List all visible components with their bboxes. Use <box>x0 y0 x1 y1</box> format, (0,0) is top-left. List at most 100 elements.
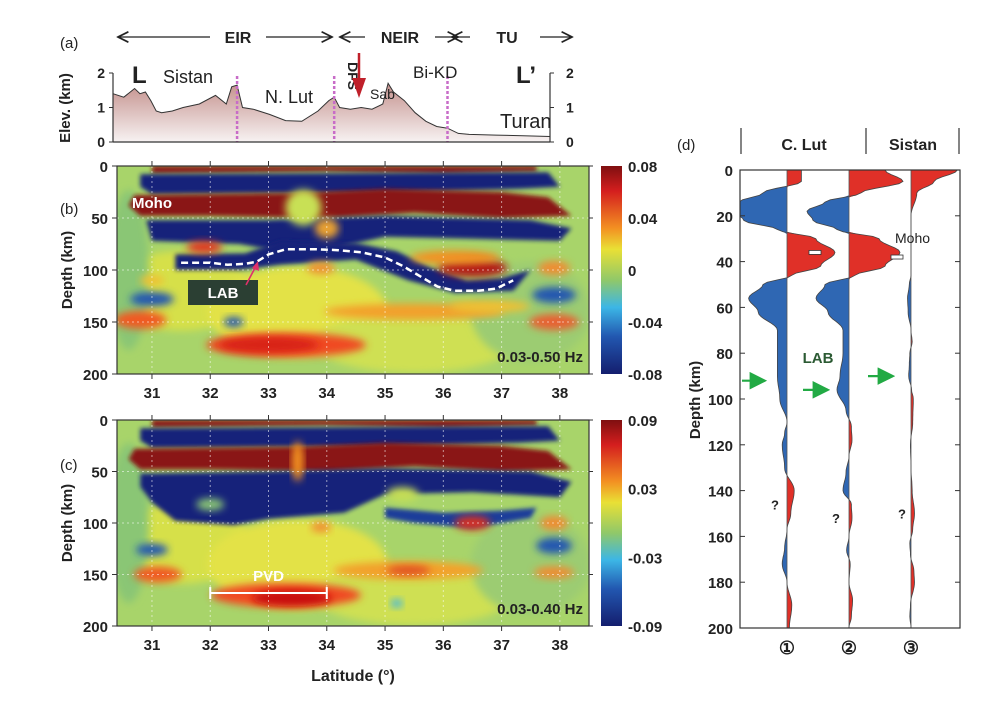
question-mark-1: ? <box>771 497 779 512</box>
panel-c-label: (c) <box>60 457 78 474</box>
heatmap-blob <box>386 565 431 576</box>
panel-b-label: (b) <box>60 201 78 218</box>
xtick-label: 33 <box>260 385 277 402</box>
ytick-label: 150 <box>83 568 108 585</box>
ytick-label: 100 <box>83 516 108 533</box>
colorbar-tick-label: 0.04 <box>628 211 658 228</box>
xtick-label: 35 <box>377 385 394 402</box>
blue-band-mid-crust <box>140 172 560 195</box>
trace-label-1: ① <box>779 638 795 658</box>
blue-band-mid-crust <box>140 426 560 448</box>
pvd-label: PVD <box>253 568 284 585</box>
heatmap-blob <box>251 590 332 607</box>
elev-ylabel: Elev. (km) <box>57 73 74 143</box>
xtick-label: 33 <box>260 637 277 654</box>
colorbar-tick-label: 0.08 <box>628 159 657 176</box>
heatmap-blob <box>314 565 515 626</box>
trace-label-3: ③ <box>903 638 919 658</box>
region-label-neir: NEIR <box>381 30 420 47</box>
ytick-label-d: 140 <box>708 484 733 501</box>
orange-blob <box>540 516 569 530</box>
elev-ytick-label-right: 1 <box>566 100 574 116</box>
elev-ytick-label-left: 1 <box>97 100 105 116</box>
xtick-label: 36 <box>435 385 452 402</box>
orange-blob <box>534 566 575 579</box>
elev-ytick-label-left: 0 <box>97 134 105 150</box>
ytick-label: 0 <box>100 159 108 176</box>
xtick-label: 34 <box>318 637 335 654</box>
xtick-label: 37 <box>493 637 510 654</box>
ytick-label-d: 120 <box>708 438 733 455</box>
xtick-label: 35 <box>377 637 394 654</box>
heatmap-blob <box>314 218 339 239</box>
ytick-label: 50 <box>91 465 108 482</box>
moho-label-d: Moho <box>895 230 930 246</box>
colorbar-tick-label: -0.09 <box>628 619 662 636</box>
elevation-area <box>113 83 550 142</box>
label-sab: Sab <box>370 86 395 102</box>
trace-1-line <box>740 170 836 628</box>
xtick-label: 34 <box>318 385 335 402</box>
trace-1-negative-fill <box>740 170 787 628</box>
xtick-label: 38 <box>552 637 569 654</box>
colorbar-tick-label: 0.09 <box>628 413 657 430</box>
blue-blob <box>135 543 168 556</box>
region-arrows: EIR NEIR TU <box>118 30 572 47</box>
orange-blob <box>310 522 331 533</box>
heatmap-blob <box>449 300 530 313</box>
traces <box>740 169 958 628</box>
xtick-label: 31 <box>144 637 161 654</box>
ytick-label-d: 0 <box>725 163 733 180</box>
lab-label: LAB <box>208 285 239 302</box>
ytick-label-d: 60 <box>716 300 733 317</box>
question-mark-2: ? <box>832 511 840 526</box>
green-spot <box>196 498 225 511</box>
moho-label: Moho <box>132 195 172 212</box>
group-label-sistan: Sistan <box>889 137 937 154</box>
blue-blob <box>532 286 577 303</box>
trace-2-positive-fill <box>849 170 903 628</box>
lab-pointer-icon <box>252 261 259 271</box>
ytick-label-d: 100 <box>708 392 733 409</box>
colorbar-tick-label: 0.03 <box>628 482 657 499</box>
label-sistan: Sistan <box>163 67 213 87</box>
label-turan: Turan <box>500 111 552 133</box>
blue-band-lab <box>175 240 531 293</box>
xtick-label: 32 <box>202 637 219 654</box>
trace-group-headers: C. Lut Sistan <box>740 128 960 154</box>
red-band-moho <box>128 442 572 472</box>
green-spot <box>386 487 419 502</box>
heatmap-blob <box>314 312 515 373</box>
red-band-moho <box>128 188 572 218</box>
blue-band-lithosphere <box>140 468 572 526</box>
elevation-profile: 0 01 12 2 Elev. (km) L Sistan N. Lut DFS Sa… <box>57 53 574 150</box>
label-bi-kd: Bi-KD <box>413 63 457 82</box>
red-blob <box>186 241 223 254</box>
depth-ylabel: Depth (km) <box>59 231 76 309</box>
heatmap-blob <box>218 336 319 353</box>
orange-blob <box>538 260 571 275</box>
xtick-label: 31 <box>144 385 161 402</box>
latitude-xlabel: Latitude (°) <box>311 668 395 685</box>
colorbar <box>601 166 622 374</box>
trace-3-negative-fill <box>907 170 911 628</box>
colorbar <box>601 420 622 626</box>
blue-blob <box>129 292 174 307</box>
frequency-label: 0.03-0.50 Hz <box>497 349 583 366</box>
label-l-start: L <box>132 62 147 89</box>
heatmap-blob <box>470 514 589 615</box>
receiver-function-traces: ① ② ③ 0 20 40 60 80 100 120 140 160 180 200 Depth (km)… <box>687 163 961 658</box>
trace-2-line <box>806 169 904 628</box>
trace-2-negative-fill <box>807 170 849 628</box>
ytick-label: 150 <box>83 315 108 332</box>
panel-a-label: (a) <box>60 35 78 52</box>
region-label-tu: TU <box>496 30 517 47</box>
orange-blob <box>306 261 335 274</box>
elevation-line <box>112 82 551 137</box>
elev-ytick-label-left: 2 <box>97 65 105 81</box>
frequency-label: 0.03-0.40 Hz <box>497 601 583 618</box>
ytick-label-d: 20 <box>716 209 733 226</box>
ytick-label-d: 200 <box>708 621 733 638</box>
colorbar-tick-label: -0.08 <box>628 367 662 384</box>
